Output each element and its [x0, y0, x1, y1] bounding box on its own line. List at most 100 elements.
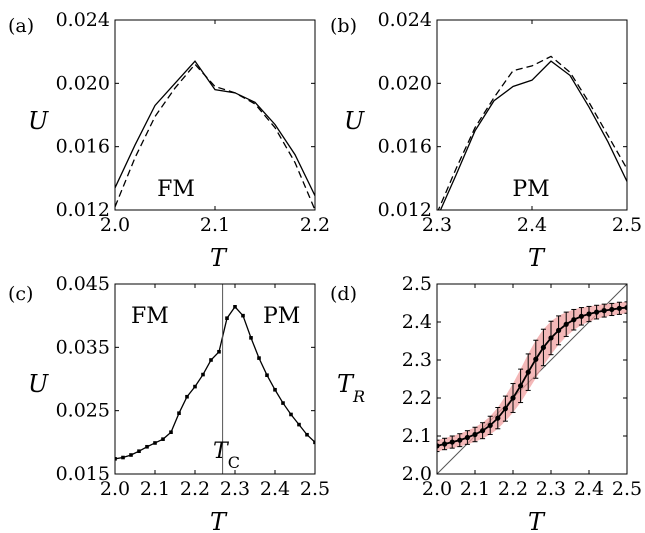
series-line-solid	[439, 60, 627, 210]
ylabel-b: U	[344, 107, 365, 135]
x-tick-label: 2.1	[200, 214, 230, 236]
y-tick-label: 0.035	[56, 336, 110, 358]
panel-label-d: (d)	[330, 283, 357, 305]
data-point	[289, 412, 293, 417]
annotation-fm-c: FM	[131, 304, 169, 329]
x-tick-label: 2.3	[220, 478, 250, 500]
y-tick-label: 0.016	[378, 136, 432, 158]
data-point	[571, 317, 577, 323]
data-point	[495, 415, 501, 421]
x-tick-label: 2.1	[460, 478, 490, 500]
data-point	[257, 356, 261, 360]
axes-frame	[114, 19, 316, 211]
y-tick-label: 0.045	[56, 273, 110, 295]
data-point	[249, 336, 253, 340]
x-tick-label: 2.5	[612, 478, 642, 500]
x-tick-label: 2.5	[300, 478, 330, 500]
x-tick-label: 2.5	[612, 214, 642, 236]
annotation-fm-a: FM	[157, 177, 195, 202]
x-tick-label: 2.0	[100, 214, 130, 236]
data-point	[609, 306, 615, 313]
data-point	[464, 434, 470, 441]
data-point	[563, 321, 569, 327]
x-tick-label: 2.4	[260, 478, 290, 500]
vline-label-tc: TC	[213, 439, 240, 472]
data-point	[185, 394, 189, 399]
error-band	[437, 301, 627, 452]
data-point	[137, 449, 141, 453]
data-point	[472, 431, 478, 438]
data-point	[556, 327, 562, 333]
annotation-pm-b: PM	[512, 177, 549, 202]
data-point	[487, 422, 493, 428]
y-tick-label: 2.0	[402, 463, 432, 485]
data-point	[540, 344, 547, 351]
series-line-solid	[115, 60, 315, 197]
data-point	[265, 373, 269, 377]
plot-area	[437, 55, 627, 210]
y-tick-label: 0.024	[378, 9, 432, 31]
y-tick-label: 0.020	[56, 72, 110, 94]
xlabel-c: T	[210, 508, 228, 533]
data-point	[518, 383, 524, 389]
y-tick-label: 2.1	[402, 425, 432, 447]
data-point	[548, 335, 554, 341]
panel-b-plot: 2.3 2.4 2.5 0.012 0.016 0.020 0.024	[378, 9, 643, 236]
data-point	[115, 457, 117, 461]
x-tick-label: 2.3	[536, 478, 566, 500]
xlabel-d: T	[528, 508, 546, 533]
panel-label-c: (c)	[8, 283, 33, 305]
data-point	[161, 437, 165, 441]
y-tick-label: 2.2	[402, 387, 432, 409]
xlabel-a: T	[210, 244, 228, 272]
xlabel-b: T	[528, 244, 546, 272]
panel-c-plot: 2.0 2.1 2.2 2.3 2.4 2.5 0.015 0.025 0.035 0.045	[56, 273, 331, 500]
x-tick-label: 2.2	[300, 214, 330, 236]
y-tick-label: 0.020	[378, 72, 432, 94]
data-point	[586, 311, 592, 317]
plot-area	[115, 305, 315, 461]
ylabel-c: U	[28, 370, 49, 398]
y-tick-label: 0.012	[378, 199, 432, 221]
data-point	[533, 356, 539, 362]
x-tick-label: 2.2	[498, 478, 528, 500]
data-point	[281, 401, 285, 405]
plot-area	[437, 284, 627, 474]
series-line-solid-markers	[115, 305, 315, 460]
data-point	[241, 313, 245, 318]
data-point	[209, 358, 213, 362]
data-point	[313, 440, 315, 445]
y-tick-label: 0.016	[56, 136, 110, 158]
data-point	[437, 443, 440, 449]
panel-label-a: (a)	[8, 15, 34, 37]
data-point	[217, 349, 221, 354]
series-line-dashed	[115, 63, 315, 210]
data-point	[305, 432, 309, 437]
x-tick-label: 2.4	[517, 214, 547, 236]
data-point	[225, 316, 229, 320]
y-tick-label: 2.3	[402, 349, 432, 371]
data-point	[578, 313, 585, 319]
y-tick-label: 0.024	[56, 9, 110, 31]
x-tick-label: 2.1	[140, 478, 170, 500]
panel-label-b: (b)	[330, 15, 357, 37]
data-point	[193, 384, 197, 389]
data-point	[594, 309, 600, 315]
data-point	[297, 422, 301, 427]
panel-a-plot: 2.0 2.1 2.2 0.012 0.016 0.020 0.024	[56, 9, 331, 236]
data-point	[616, 305, 623, 311]
data-point	[129, 453, 133, 457]
y-tick-label: 2.5	[402, 273, 432, 295]
data-point	[449, 439, 455, 445]
axes-frame	[114, 283, 316, 475]
ylabel-d: TR	[337, 370, 365, 406]
data-point	[201, 372, 205, 377]
data-point	[601, 308, 607, 314]
data-point	[624, 304, 627, 311]
data-point	[121, 455, 125, 460]
ylabel-a: U	[28, 107, 49, 135]
x-tick-label: 2.2	[180, 478, 210, 500]
data-point	[502, 406, 508, 412]
data-point	[273, 387, 277, 392]
